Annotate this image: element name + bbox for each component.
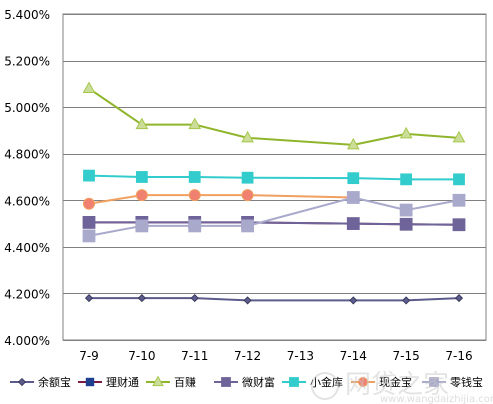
data-point: [399, 126, 413, 139]
data-point: [452, 130, 466, 143]
watermark-url: www.wangdaizhijia.com: [380, 394, 493, 404]
legend-marker: [358, 377, 368, 387]
data-point: [346, 217, 360, 230]
watermark-text: 网贷之家: [345, 370, 449, 400]
data-point: [241, 171, 254, 184]
data-point: [349, 296, 358, 305]
data-point: [82, 216, 96, 229]
x-tick-label: 7-14: [340, 349, 367, 363]
data-point: [82, 81, 96, 94]
legend-item-5: 现金宝: [351, 375, 412, 389]
y-tick-label: 4.600%: [4, 194, 50, 208]
legend-marker: [152, 375, 164, 387]
series-line: [88, 194, 354, 205]
x-axis-tick-labels: 7-9 7-10 7-11 7-12 7-13 7-14 7-15 7-16: [79, 349, 472, 363]
data-point: [188, 189, 201, 202]
data-point: [453, 173, 465, 186]
data-point: [346, 137, 360, 150]
data-point: [454, 294, 464, 303]
legend-item-1: 理财通: [78, 375, 139, 389]
y-tick-label: 5.000%: [4, 101, 50, 115]
x-tick-label: 7-11: [181, 349, 208, 363]
data-point: [243, 296, 252, 305]
legend-label: 理财通: [106, 375, 139, 389]
legend-item-2: 百赚: [146, 375, 196, 389]
legend: 余额宝 理财通 百赚 微财富 小金库 现金宝 零钱宝: [10, 375, 483, 389]
data-point: [84, 294, 94, 303]
legend-item-3: 微财富: [214, 375, 275, 389]
legend-label: 零钱宝: [450, 375, 483, 389]
y-tick-label: 4.400%: [4, 241, 50, 255]
data-point: [137, 294, 146, 303]
x-tick-label: 7-16: [445, 349, 472, 363]
data-point: [241, 189, 254, 202]
y-tick-label: 5.400%: [4, 8, 50, 22]
y-tick-label: 4.200%: [4, 287, 50, 301]
x-tick-label: 7-13: [287, 349, 314, 363]
watermark-logo-icon: [311, 372, 339, 400]
data-point: [135, 219, 149, 233]
data-point: [241, 219, 254, 233]
legend-marker: [221, 377, 231, 387]
data-point: [347, 172, 360, 185]
series-6: [82, 191, 466, 243]
data-point: [188, 117, 202, 130]
data-point: [452, 193, 466, 207]
legend-marker: [85, 377, 95, 387]
data-point: [402, 296, 411, 305]
data-point: [190, 294, 199, 303]
y-tick-label: 4.000%: [4, 334, 50, 348]
legend-marker: [289, 377, 299, 387]
legend-label: 现金宝: [379, 375, 412, 389]
legend-label: 微财富: [242, 375, 275, 389]
x-tick-label: 7-12: [234, 349, 261, 363]
data-point: [188, 171, 201, 183]
data-point: [452, 218, 466, 232]
gridlines: [62, 13, 487, 341]
legend-marker: [17, 377, 27, 387]
data-point: [82, 229, 96, 243]
data-point: [83, 197, 95, 210]
legend-marker: [429, 377, 439, 387]
series-0: [84, 294, 464, 305]
x-tick-label: 7-15: [393, 349, 420, 363]
data-point: [241, 130, 254, 143]
series-group: [82, 81, 466, 305]
watermark: 网贷之家 www.wangdaizhijia.com: [311, 370, 493, 404]
series-4: [83, 169, 465, 186]
data-point: [135, 117, 149, 130]
x-tick-label: 7-10: [128, 349, 155, 363]
data-point: [188, 219, 202, 233]
y-axis-tick-labels: 4.000% 4.200% 4.400% 4.600% 4.800% 5.000% 5.20…: [4, 8, 50, 348]
legend-item-0: 余额宝: [10, 375, 71, 389]
data-point: [135, 189, 148, 202]
data-point: [399, 203, 413, 217]
data-point: [400, 173, 413, 186]
y-tick-label: 5.200%: [4, 55, 50, 69]
y-tick-label: 4.800%: [4, 148, 50, 162]
x-tick-label: 7-9: [79, 349, 99, 363]
series-2: [82, 81, 466, 150]
data-point: [83, 169, 95, 182]
data-point: [346, 191, 360, 204]
legend-label: 百赚: [174, 375, 196, 389]
legend-label: 余额宝: [38, 375, 71, 389]
data-point: [399, 217, 413, 231]
data-point: [135, 171, 148, 183]
legend-item-6: 零钱宝: [422, 375, 483, 389]
